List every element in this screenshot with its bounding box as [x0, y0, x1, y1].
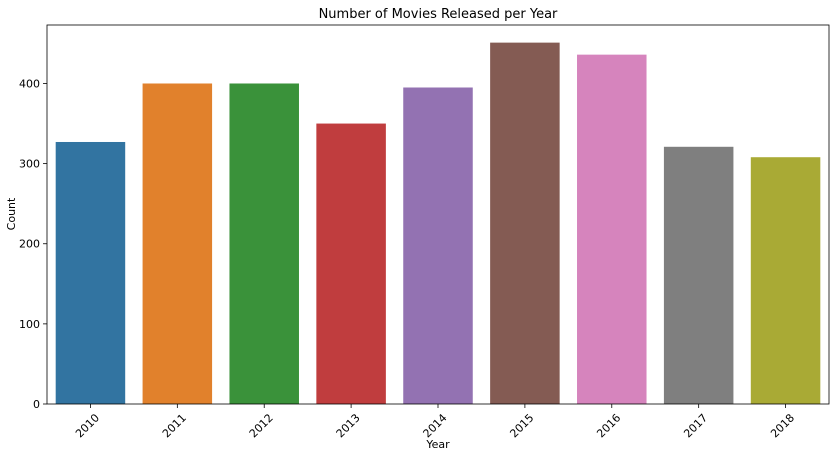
bar-2013 [316, 123, 386, 404]
x-tick-label: 2012 [247, 411, 276, 440]
y-tick-label: 400 [19, 77, 40, 90]
bar-2012 [229, 83, 299, 404]
x-tick-label: 2016 [594, 411, 623, 440]
x-tick-label: 2018 [768, 411, 797, 440]
plot-frame [46, 24, 830, 405]
chart-title: Number of Movies Released per Year [319, 7, 558, 22]
y-axis-label: Count [5, 197, 18, 230]
x-tick-label: 2014 [421, 411, 450, 440]
x-tick-label: 2017 [681, 411, 710, 440]
y-tick-label: 100 [19, 318, 40, 331]
bar-2011 [142, 83, 213, 404]
y-tick-label: 200 [19, 238, 40, 251]
y-axis: 0 100 200 300 400 [19, 77, 47, 411]
bar-2010 [55, 141, 126, 404]
y-tick-label: 300 [19, 158, 40, 171]
bars-group [55, 42, 821, 405]
x-tick-label: 2013 [334, 411, 363, 440]
bar-2018 [750, 157, 821, 404]
x-axis-label: Year [425, 438, 450, 451]
x-tick-label: 2010 [73, 411, 102, 440]
x-tick-label: 2011 [160, 411, 189, 440]
bar-2016 [577, 54, 647, 404]
bar-2015 [490, 42, 560, 405]
x-axis: 2010 2011 2012 2013 2014 2015 2016 2017 2018 [73, 404, 797, 440]
y-tick-label: 0 [33, 398, 40, 411]
x-tick-label: 2015 [507, 411, 536, 440]
bar-2014 [403, 87, 473, 405]
bar-2017 [663, 146, 734, 404]
